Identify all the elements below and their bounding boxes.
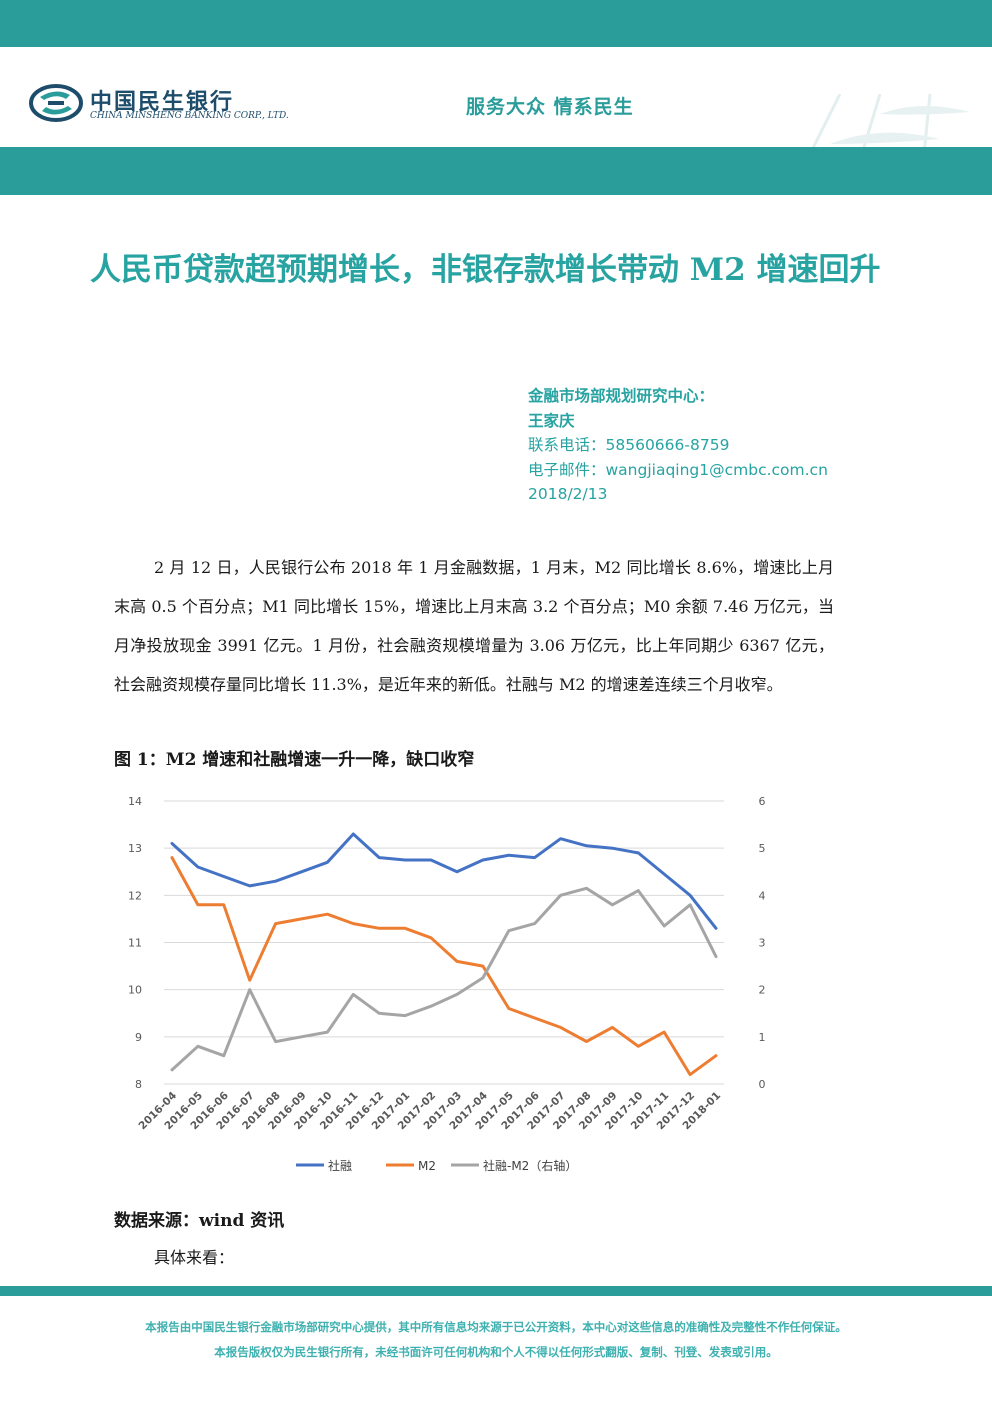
y2-tick-label: 1 <box>759 1031 766 1044</box>
slogan: 服务大众 情系民生 <box>466 96 634 118</box>
legend-label: 社融-M2（右轴） <box>483 1158 577 1173</box>
y-tick-label: 8 <box>135 1078 142 1091</box>
figure-title: 图 1：M2 增速和社融增速一升一降，缺口收窄 <box>114 750 475 770</box>
author-name: 王家庆 <box>528 411 575 430</box>
y2-tick-label: 0 <box>759 1078 766 1091</box>
bank-name-en: CHINA MINSHENG BANKING CORP., LTD. <box>90 111 289 121</box>
disclaimer-line-2: 本报告版权仅为民生银行所有，未经书面许可任何机构和个人不得以任何形式翻版、复制、… <box>214 1345 778 1359</box>
minsheng-logo-icon <box>29 84 83 122</box>
data-source: 数据来源：wind 资讯 <box>114 1211 285 1231</box>
y-tick-label: 14 <box>128 795 142 808</box>
bank-name-cn: 中国民生银行 <box>90 90 235 115</box>
top-teal-bar <box>0 0 992 47</box>
disclaimer-line-1: 本报告由中国民生银行金融市场部研究中心提供，其中所有信息均来源于已公开资料，本中… <box>145 1320 847 1334</box>
series-line <box>170 856 718 1077</box>
body-paragraph-2: 具体来看： <box>154 1248 235 1267</box>
y-tick-label: 10 <box>128 984 142 997</box>
report-title: 人民币贷款超预期增长，非银存款增长带动 M2 增速回升 <box>90 252 881 288</box>
y2-tick-label: 5 <box>759 842 766 855</box>
header-teal-bar <box>0 147 992 195</box>
legend-label: M2 <box>418 1159 436 1173</box>
legend-label: 社融 <box>328 1158 352 1173</box>
body-paragraph: 2 月 12 日，人民银行公布 2018 年 1 月金融数据，1 月末，M2 同… <box>114 558 834 694</box>
series-line <box>170 832 718 930</box>
footer-disclaimer: 本报告由中国民生银行金融市场部研究中心提供，其中所有信息均来源于已公开资料，本中… <box>0 1296 992 1403</box>
y-tick-label: 11 <box>128 937 142 950</box>
y2-tick-label: 6 <box>759 795 766 808</box>
phone: 联系电话：58560666-8759 <box>528 436 730 454</box>
y2-tick-label: 4 <box>759 889 766 902</box>
author-info: 金融市场部规划研究中心： 王家庆 联系电话：58560666-8759 电子邮件… <box>528 384 828 507</box>
y-tick-label: 9 <box>135 1031 142 1044</box>
y-tick-label: 13 <box>128 842 142 855</box>
email: 电子邮件：wangjiaqing1@cmbc.com.cn <box>528 460 828 479</box>
report-date: 2018/2/13 <box>528 485 608 503</box>
y-tick-label: 12 <box>128 889 142 902</box>
y2-tick-label: 3 <box>759 937 766 950</box>
y2-tick-label: 2 <box>759 984 766 997</box>
footer-teal-bar <box>0 1286 992 1296</box>
line-chart: 89101112131401234562016-042016-052016-06… <box>128 795 766 1173</box>
department: 金融市场部规划研究中心： <box>528 387 715 405</box>
series-line <box>170 886 718 1072</box>
